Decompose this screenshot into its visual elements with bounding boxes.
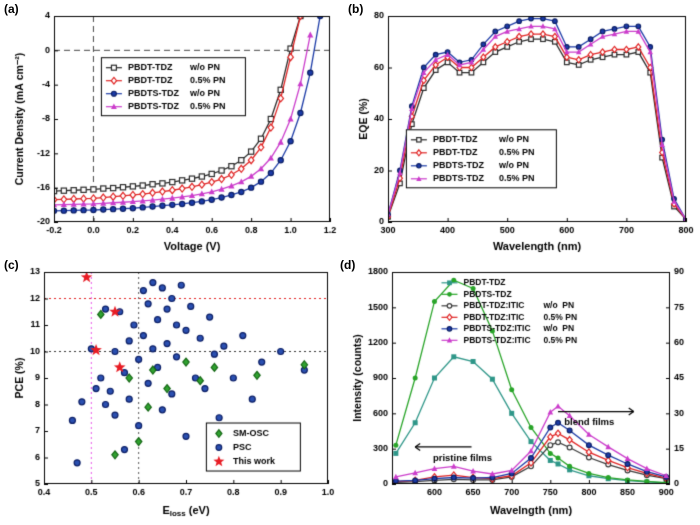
panel-c-pce-eloss-scatter-chart bbox=[8, 266, 340, 520]
panel-c-label: (c) bbox=[4, 258, 19, 272]
panel-d-pl-spectra-chart bbox=[346, 266, 698, 520]
panel-b-eqe-spectra-chart bbox=[352, 10, 698, 256]
panel-d-label: (d) bbox=[340, 258, 356, 272]
panel-b-label: (b) bbox=[348, 2, 364, 16]
panel-a-label: (a) bbox=[4, 2, 19, 16]
panel-a-jv-curves-chart bbox=[8, 10, 340, 256]
